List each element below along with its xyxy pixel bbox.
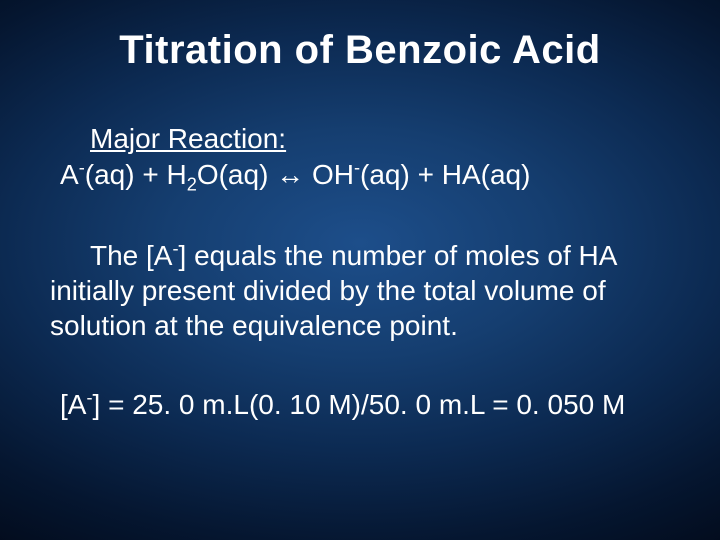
para-pre: The [A	[90, 240, 172, 271]
eq-rhs1-state: (aq)	[360, 159, 410, 190]
eq-lhs1: A	[60, 159, 79, 190]
explanation-paragraph: The [A-] equals the number of moles of H…	[50, 238, 670, 343]
eq-lhs1-state: (aq)	[85, 159, 135, 190]
slide-title: Titration of Benzoic Acid	[50, 28, 670, 73]
eq-lhs2-sub: 2	[187, 175, 197, 195]
eq-plus2: +	[410, 159, 442, 190]
calculation-line: [A-] = 25. 0 m.L(0. 10 M)/50. 0 m.L = 0.…	[60, 387, 670, 423]
reaction-equation: A-(aq) + H2O(aq) ↔ OH-(aq) + HA(aq)	[60, 157, 670, 193]
reaction-label: Major Reaction:	[90, 121, 670, 157]
calc-pre: [A	[60, 389, 86, 420]
eq-arrow: ↔	[268, 159, 312, 190]
calc-post: ] = 25. 0 m.L(0. 10 M)/50. 0 m.L = 0. 05…	[93, 389, 626, 420]
eq-plus1: +	[135, 159, 167, 190]
eq-lhs2b: O(aq)	[197, 159, 269, 190]
eq-lhs2: H	[166, 159, 186, 190]
eq-rhs2: HA(aq)	[442, 159, 531, 190]
eq-rhs1: OH	[312, 159, 354, 190]
